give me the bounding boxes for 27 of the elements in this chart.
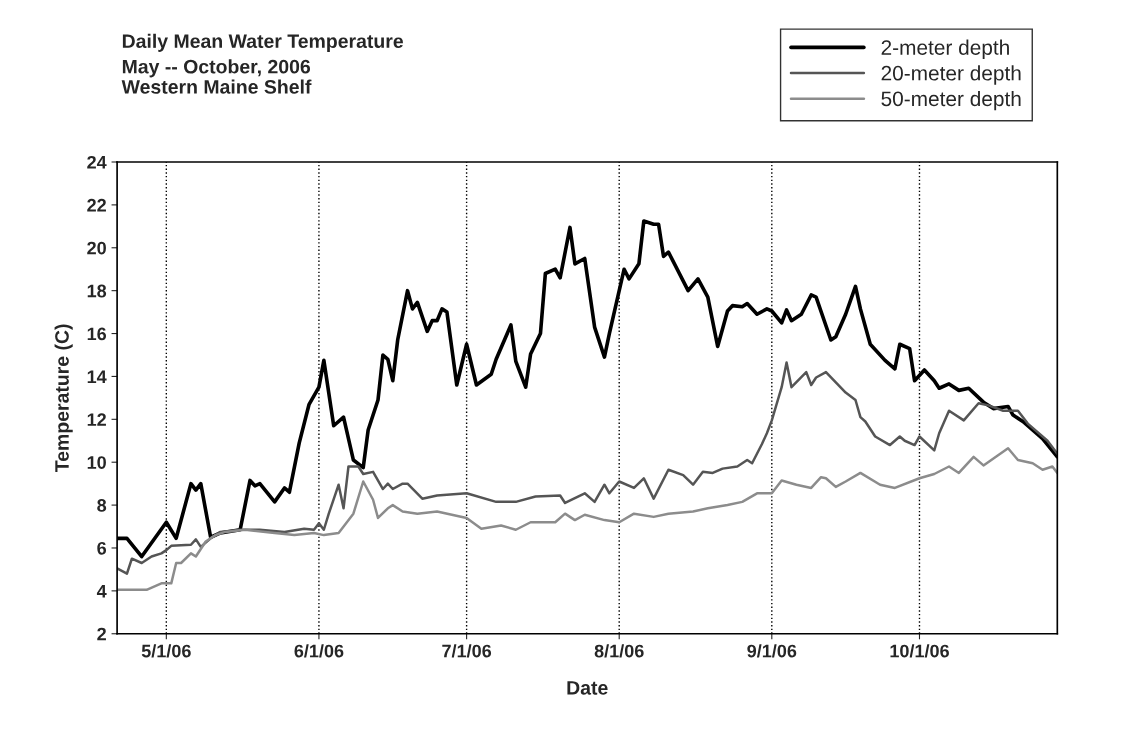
y-tick-label: 14 xyxy=(87,370,107,383)
x-tick-label: 10/1/06 xyxy=(890,644,949,658)
y-tick-label: 4 xyxy=(96,584,107,598)
x-axis-title: Date xyxy=(567,681,608,695)
chart-title: Daily Mean Water Temperature xyxy=(122,33,403,52)
y-tick-label: 10 xyxy=(87,456,106,469)
y-tick-label: 2 xyxy=(97,627,106,641)
line-series xyxy=(117,447,1058,592)
chart-subtitle: May -- October, 2006 Western Maine Shelf xyxy=(121,59,312,94)
y-tick-label: 24 xyxy=(87,155,107,169)
y-tick-label: 18 xyxy=(87,284,107,298)
y-tick-label: 20 xyxy=(87,241,106,255)
y-tick-label: 6 xyxy=(97,541,107,555)
y-tick-label: 22 xyxy=(87,198,106,212)
legend-label: 2-meter depth xyxy=(881,39,1009,59)
line-series xyxy=(117,361,1058,575)
x-tick-label: 8/1/06 xyxy=(594,644,644,658)
y-tick-label: 8 xyxy=(97,499,107,512)
y-tick-label: 16 xyxy=(87,327,107,341)
x-tick-label: 7/1/06 xyxy=(442,644,492,658)
legend-label: 50-meter depth xyxy=(881,90,1021,111)
y-tick-label: 12 xyxy=(87,413,106,426)
x-tick-label: 6/1/06 xyxy=(294,644,344,658)
y-axis-title: Temperature (C) xyxy=(54,324,73,473)
legend-label: 20-meter depth xyxy=(881,65,1021,85)
x-tick-label: 5/1/06 xyxy=(141,644,191,658)
x-tick-label: 9/1/06 xyxy=(747,644,797,658)
